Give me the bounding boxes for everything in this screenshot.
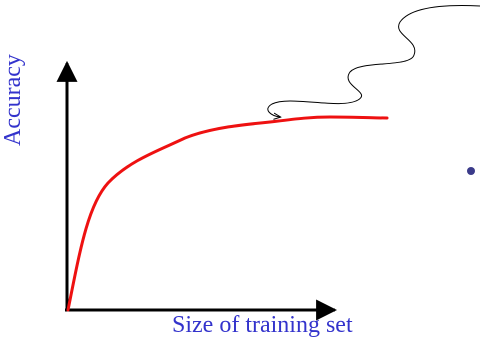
pointer-squiggle [267,5,480,117]
accuracy-curve [66,115,389,312]
y-axis-label: Accuracy [0,54,26,146]
x-axis-label: Size of training set [172,312,353,338]
bullet-point [467,167,475,175]
